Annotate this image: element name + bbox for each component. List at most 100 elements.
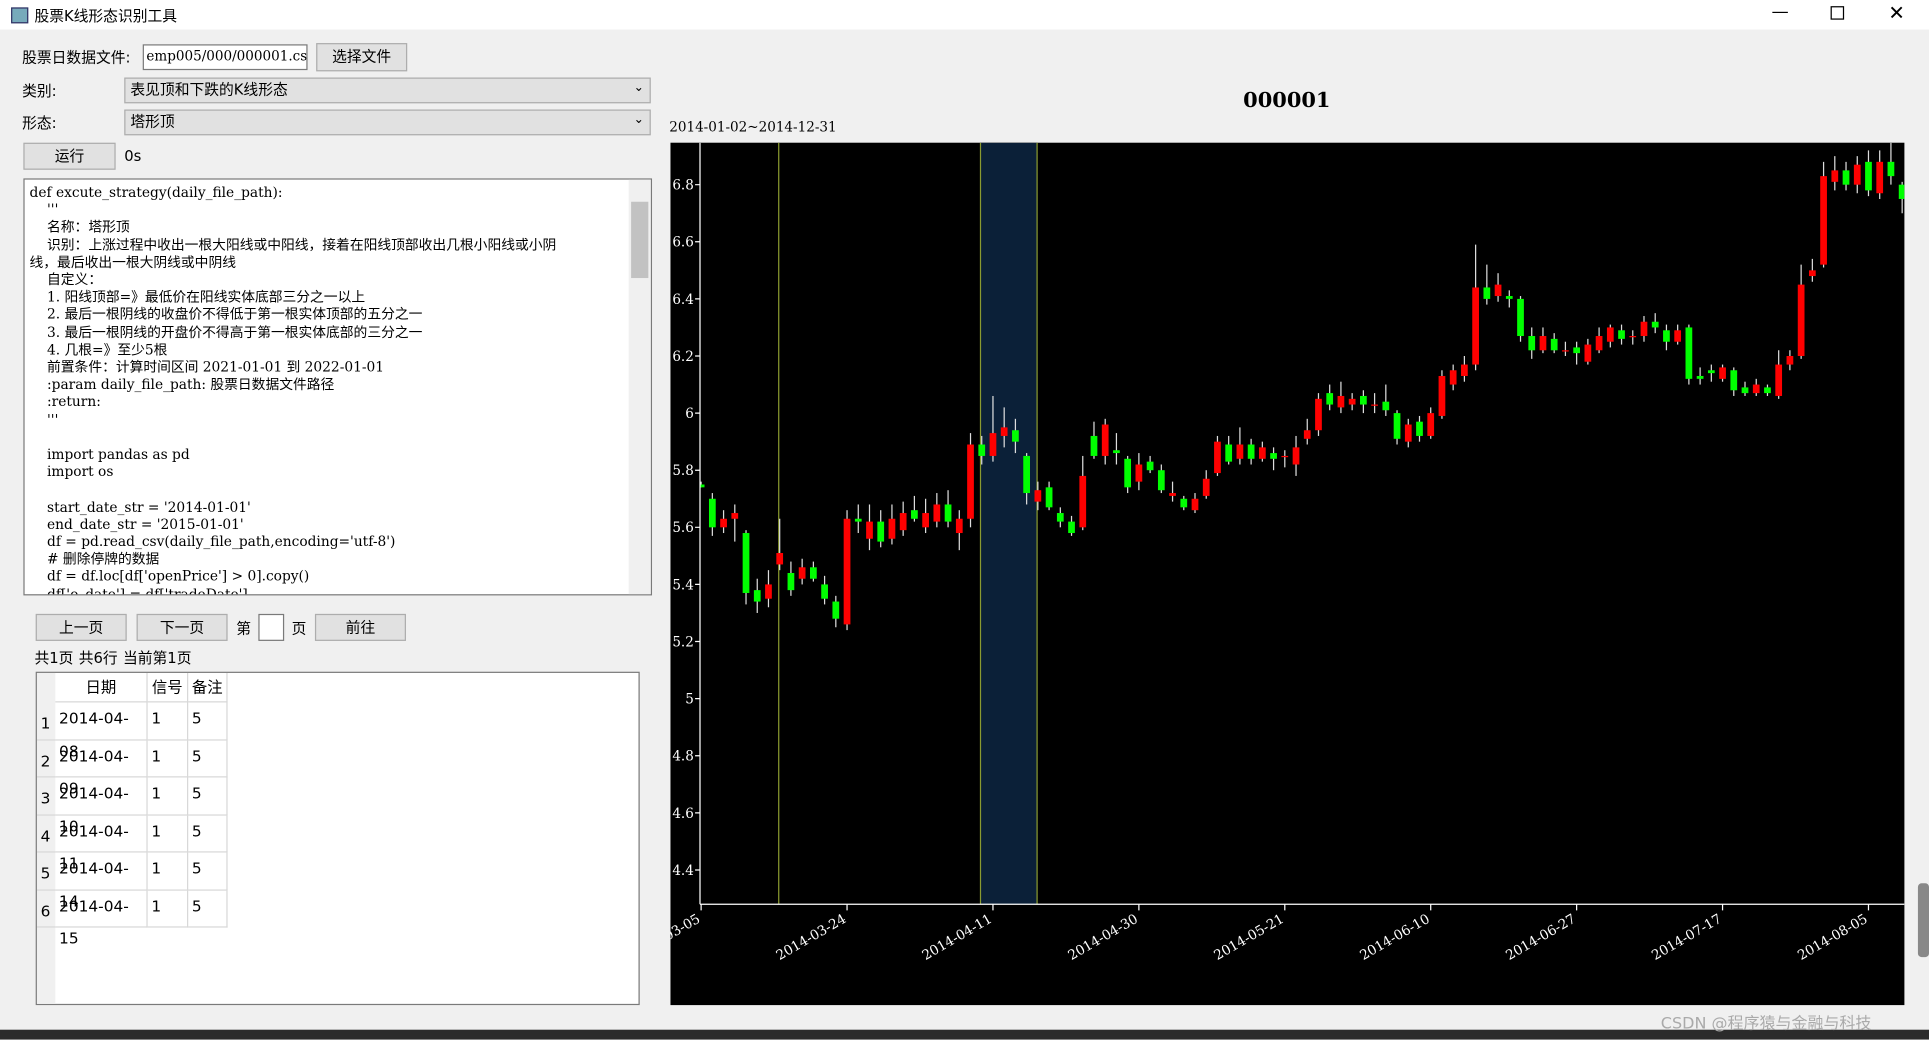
candle-body bbox=[832, 601, 840, 619]
candle-body bbox=[1640, 321, 1648, 337]
candle-body bbox=[1382, 401, 1390, 411]
candlestick-chart: 4.4 4.6 4.8 5 5.2 5.4 5.6 5.8 6 6.2 6.4 6.6 6.8 2014-… bbox=[670, 142, 1905, 1006]
x-tick-label: 2014-05-21 bbox=[1211, 911, 1286, 964]
page-input[interactable] bbox=[258, 613, 285, 641]
candle-body bbox=[787, 573, 795, 591]
candles bbox=[700, 142, 1905, 631]
minimize[interactable]: — bbox=[1771, 2, 1789, 23]
candle-body bbox=[866, 521, 873, 539]
choose-file-button[interactable]: 选择文件 bbox=[316, 43, 408, 72]
title-bar bbox=[0, 0, 1929, 30]
table-cell: 5 bbox=[188, 815, 228, 853]
row-number: 3 bbox=[36, 778, 56, 816]
candle-body bbox=[1842, 170, 1850, 185]
candle-body bbox=[877, 521, 885, 542]
candle-body bbox=[1629, 336, 1637, 338]
candle-body bbox=[967, 444, 974, 519]
column-header: 日期 bbox=[55, 672, 148, 703]
candle-body bbox=[1494, 284, 1502, 297]
table-cell: 1 bbox=[147, 702, 189, 740]
category-label: 类别: bbox=[22, 82, 57, 100]
code-editor[interactable]: def excute_strategy(daily_file_path): ''… bbox=[23, 178, 653, 596]
run-button[interactable]: 运行 bbox=[23, 142, 116, 170]
candle-body bbox=[708, 498, 716, 528]
candle-body bbox=[1786, 355, 1794, 365]
candle-body bbox=[922, 513, 929, 528]
candle-body bbox=[1079, 475, 1087, 528]
table-cell: 2014-04-08 bbox=[55, 702, 148, 760]
page-prefix: 第 bbox=[236, 620, 251, 638]
candle-body bbox=[1528, 336, 1536, 351]
y-tick-label: 6 bbox=[685, 406, 694, 422]
candle-body bbox=[1707, 370, 1715, 374]
candle-body bbox=[1472, 287, 1479, 365]
candle-body bbox=[1719, 367, 1726, 379]
category-select[interactable]: 表见顶和下跌的K线形态 bbox=[124, 77, 651, 104]
candle-body bbox=[1404, 424, 1412, 442]
table-cell: 1 bbox=[147, 739, 189, 778]
y-tick-label: 5.8 bbox=[672, 463, 694, 479]
scrollbar[interactable] bbox=[628, 179, 651, 595]
y-tick-label: 5.4 bbox=[672, 577, 694, 593]
candle-body bbox=[1606, 327, 1614, 342]
candle-body bbox=[1034, 490, 1042, 502]
candle-body bbox=[742, 533, 750, 593]
candle-body bbox=[1550, 338, 1558, 351]
candle-body bbox=[1225, 444, 1233, 462]
pattern-select[interactable]: 塔形顶 bbox=[124, 109, 651, 136]
table-cell: 1 bbox=[147, 777, 189, 816]
candle-body bbox=[899, 513, 907, 531]
candle-body bbox=[1730, 370, 1738, 391]
candle-body bbox=[1090, 435, 1098, 456]
candle-body bbox=[1113, 450, 1120, 454]
table-cell: 5 bbox=[188, 702, 228, 740]
candle-body bbox=[911, 510, 918, 519]
candle-body bbox=[1236, 444, 1244, 459]
code-text: def excute_strategy(daily_file_path): ''… bbox=[29, 184, 557, 596]
close[interactable]: ✕ bbox=[1888, 1, 1905, 25]
candle-body bbox=[1135, 464, 1143, 482]
candle-body bbox=[1764, 387, 1771, 394]
y-tick-label: 6.2 bbox=[672, 349, 694, 365]
candle-body bbox=[1337, 395, 1345, 408]
candle-body bbox=[1214, 441, 1221, 474]
next-page-button[interactable]: 下一页 bbox=[136, 613, 228, 641]
candle-body bbox=[1180, 498, 1188, 508]
candle-body bbox=[1000, 427, 1008, 436]
candle-body bbox=[1348, 398, 1356, 405]
candle-body bbox=[1169, 493, 1176, 496]
candle-body bbox=[1876, 161, 1884, 194]
table-cell: 2014-04-14 bbox=[55, 852, 148, 910]
candle-body bbox=[1539, 336, 1547, 351]
candle-body bbox=[1573, 347, 1581, 354]
y-tick-label: 6.6 bbox=[672, 235, 694, 251]
candle-body bbox=[1258, 447, 1266, 459]
y-tick-label: 4.4 bbox=[672, 863, 694, 879]
candle-body bbox=[1045, 487, 1053, 508]
candle-body bbox=[1056, 513, 1064, 522]
candle-body bbox=[933, 504, 941, 522]
scroll-thumb[interactable] bbox=[631, 201, 649, 279]
file-input[interactable]: emp005/000/000001.csv bbox=[142, 44, 308, 71]
candle-body bbox=[1865, 161, 1872, 191]
go-button[interactable]: 前往 bbox=[314, 613, 406, 641]
watermark: CSDN @程序猿与金融与科技 bbox=[1660, 1014, 1872, 1034]
candle-body bbox=[1584, 344, 1592, 362]
y-tick-label: 5.2 bbox=[672, 634, 694, 650]
candle-body bbox=[1808, 270, 1816, 277]
x-tick-label: 2014-04-30 bbox=[1065, 911, 1140, 964]
candle-body bbox=[1562, 350, 1569, 352]
candle-body bbox=[1202, 478, 1210, 496]
candle-body bbox=[1651, 321, 1659, 328]
candle-body bbox=[1326, 393, 1334, 405]
candle-body bbox=[1281, 455, 1289, 458]
candle-body bbox=[1191, 498, 1199, 511]
candle-body bbox=[1831, 170, 1839, 182]
candle-body bbox=[1393, 413, 1401, 439]
candle-body bbox=[1068, 521, 1075, 534]
candle-body bbox=[765, 584, 772, 599]
result-table: 日期 信号 备注 1 2014-04-08 1 5 2 2014-04-09 1 5 3 2014-04… bbox=[35, 671, 640, 1006]
prev-page-button[interactable]: 上一页 bbox=[35, 613, 127, 641]
maximize[interactable] bbox=[1830, 6, 1845, 20]
candle-body bbox=[1685, 327, 1693, 379]
